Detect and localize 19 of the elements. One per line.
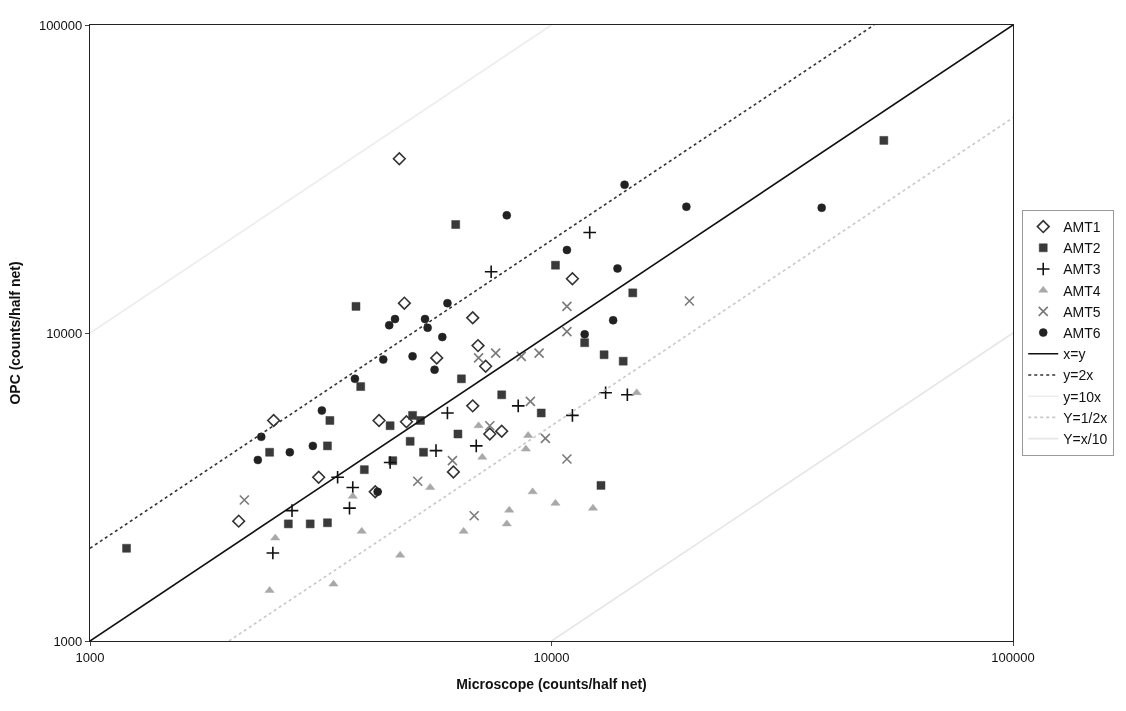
x-tick-label: 1000 <box>75 649 105 665</box>
legend-label: AMT6 <box>1063 325 1101 342</box>
x-tick-label: 100000 <box>991 649 1035 665</box>
legend-label: Y=1/2x <box>1063 409 1108 426</box>
legend-label: AMT4 <box>1063 282 1101 299</box>
legend-label: Y=x/10 <box>1063 431 1108 448</box>
legend-label: x=y <box>1063 346 1086 363</box>
y-tick-label: 10000 <box>46 325 83 341</box>
legend-label: y=10x <box>1063 388 1101 405</box>
legend-label: AMT3 <box>1063 261 1101 278</box>
y-tick-label: 1000 <box>53 633 83 649</box>
legend-label: AMT5 <box>1063 303 1101 320</box>
x-tick-label: 10000 <box>533 649 570 665</box>
y-axis-title: OPC (counts/half net) <box>6 261 23 405</box>
x-axis-title: Microscope (counts/half net) <box>456 676 647 692</box>
legend-label: AMT1 <box>1063 219 1101 236</box>
y-tick-label: 100000 <box>38 17 83 33</box>
legend-label: y=2x <box>1063 367 1094 384</box>
legend-label: AMT2 <box>1063 240 1101 257</box>
